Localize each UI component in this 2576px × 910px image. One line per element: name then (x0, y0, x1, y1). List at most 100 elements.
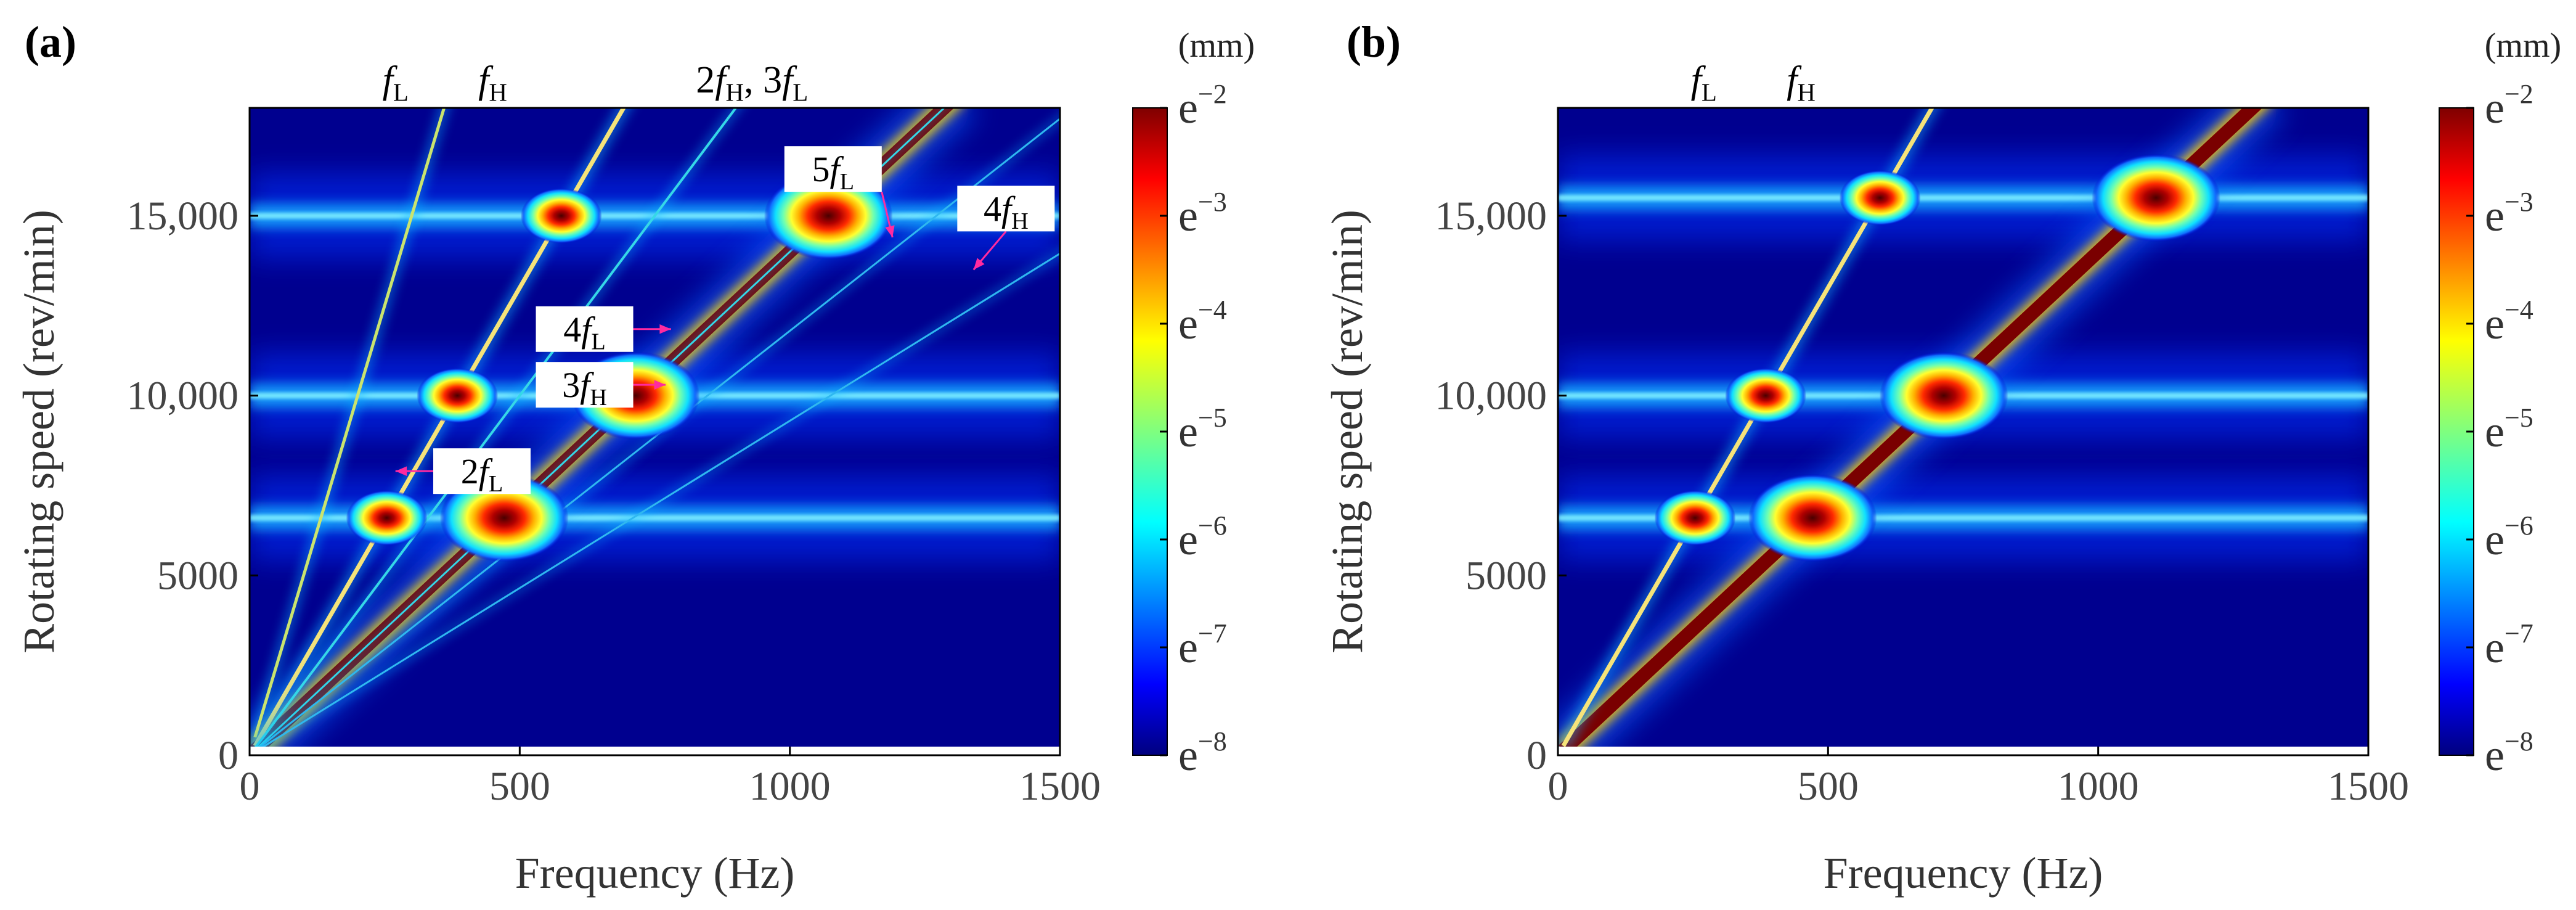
colorbar-tick-label: e−7 (2485, 618, 2533, 672)
harmonic-top-label-part: H (489, 79, 507, 107)
annotation-arrow-head (654, 380, 666, 390)
colorbar-tick-base: e (1178, 299, 1198, 348)
colorbar-tick-exponent: −3 (1198, 187, 1227, 217)
x-tick-label: 0 (240, 764, 260, 809)
colorbar-tick-label: e−6 (2485, 510, 2533, 564)
x-axis-label: Frequency (Hz) (1824, 848, 2103, 898)
harmonic-top-label: fL (383, 59, 409, 107)
resonance-hot-spot (439, 473, 569, 562)
annotation-label-part: 5 (812, 149, 830, 189)
harmonic-top-label: fH (1787, 59, 1816, 107)
y-tick-label: 0 (218, 733, 238, 778)
colorbar-tick-base: e (2485, 83, 2505, 133)
annotation-label-part: L (840, 169, 854, 195)
y-tick-label: 10,000 (127, 374, 239, 419)
colorbar-tick-label: e−8 (2485, 726, 2533, 780)
annotation-box (536, 306, 634, 352)
colorbar-tick-exponent: −4 (2505, 295, 2533, 325)
colorbar-tick-label: e−4 (2485, 295, 2533, 348)
annotation-box (433, 448, 531, 494)
resonance-hot-spot (2092, 154, 2221, 242)
harmonic-top-label-part: H (1797, 79, 1816, 107)
annotation-box (784, 146, 882, 192)
colorbar-tick-label: e−2 (2485, 79, 2533, 133)
panel-label: (b) (1347, 17, 1401, 67)
colorbar-tick-label: e−6 (1178, 510, 1227, 564)
harmonic-top-label-part: L (393, 79, 409, 107)
colorbar-tick-label: e−4 (1178, 295, 1227, 348)
colorbar-tick-label: e−5 (2485, 403, 2533, 456)
colorbar-tick-label: e−5 (1178, 403, 1227, 456)
y-tick-label: 15,000 (127, 194, 239, 239)
harmonic-line (253, 108, 446, 738)
colorbar-tick-exponent: −4 (1198, 295, 1227, 325)
heatmap-plot-area (250, 108, 1060, 755)
colorbar-tick-exponent: −6 (1198, 510, 1227, 541)
harmonic-top-label-part: L (793, 79, 808, 107)
colorbar-tick-base: e (1178, 407, 1198, 456)
colorbar-tick-exponent: −8 (1198, 726, 1227, 756)
resonance-hot-spot (1879, 351, 2008, 440)
colorbar-tick-base: e (2485, 515, 2505, 564)
annotation-label: 4fH (984, 189, 1029, 234)
colorbar-tick-base: e (2485, 623, 2505, 672)
colorbar-tick-exponent: −2 (1198, 79, 1227, 109)
resonance-hot-spot (1725, 367, 1807, 424)
y-axis-label: Rotating speed (rev/min) (1323, 210, 1372, 654)
harmonic-top-label: 2fH, 3fL (696, 59, 808, 107)
y-tick-label: 10,000 (1435, 374, 1547, 419)
colorbar-tick-base: e (1178, 83, 1198, 133)
heatmap-plot-area (1558, 108, 2368, 755)
colorbar-tick-base: e (2485, 407, 2505, 456)
harmonic-top-label: fH (478, 59, 507, 107)
colorbar-tick-exponent: −7 (2505, 618, 2533, 649)
annotation-label-part: H (1011, 208, 1029, 234)
x-tick-label: 1000 (749, 764, 831, 809)
annotation-arrow-head (659, 324, 671, 334)
x-tick-label: 1500 (1019, 764, 1101, 809)
panel-b: (b) 0 500 1000 1500 0 5000 10,000 15,000 Frequenc… (1323, 17, 2561, 898)
harmonic-top-label-part: H (726, 79, 744, 107)
resonance-band-core (250, 515, 1060, 521)
harmonic-top-label-part: 2 (696, 59, 715, 101)
colorbar-tick-exponent: −5 (1198, 403, 1227, 433)
resonance-hot-spot (417, 367, 499, 424)
resonance-band-core (1558, 515, 2368, 521)
annotation-label-part: L (591, 329, 605, 355)
annotation-label-part: 3 (562, 365, 580, 405)
colorbar-tick-base: e (1178, 515, 1198, 564)
annotation-label-part: 2 (461, 451, 479, 491)
colorbar-unit: (mm) (2485, 27, 2561, 65)
annotation-label-part: H (590, 385, 607, 411)
x-tick-label: 0 (1548, 764, 1568, 809)
harmonic-line (254, 108, 738, 749)
annotation-box (957, 186, 1055, 232)
colorbar-tick-base: e (1178, 731, 1198, 780)
annotation-label-part: L (489, 471, 503, 497)
harmonic-top-label-part: L (1702, 79, 1717, 107)
colorbar-tick-label: e−3 (2485, 187, 2533, 240)
annotation-box (536, 362, 634, 408)
colorbar-tick-exponent: −3 (2505, 187, 2533, 217)
panel-label: (a) (25, 17, 76, 67)
colorbar-tick-label: e−2 (1178, 79, 1227, 133)
annotation-label-part: 4 (984, 189, 1001, 229)
x-tick-label: 1500 (2328, 764, 2409, 809)
x-tick-label: 500 (1798, 764, 1859, 809)
annotation-arrow-head (885, 225, 895, 237)
baseline-strip (1558, 747, 2368, 755)
resonance-hot-spot (346, 490, 428, 546)
colorbar-tick-base: e (1178, 623, 1198, 672)
x-axis-label: Frequency (Hz) (515, 848, 795, 898)
colorbar-tick-label: e−7 (1178, 618, 1227, 672)
colorbar-tick-base: e (2485, 191, 2505, 240)
colorbar-tick-label: e−8 (1178, 726, 1227, 780)
harmonic-line (254, 252, 1060, 753)
harmonic-top-label: fL (1691, 59, 1717, 107)
harmonic-top-label-part: , 3 (744, 59, 782, 101)
colorbar-tick-exponent: −7 (1198, 618, 1227, 649)
annotation-arrow-head (973, 258, 985, 270)
x-tick-label: 500 (489, 764, 550, 809)
x-tick-label: 1000 (2058, 764, 2139, 809)
